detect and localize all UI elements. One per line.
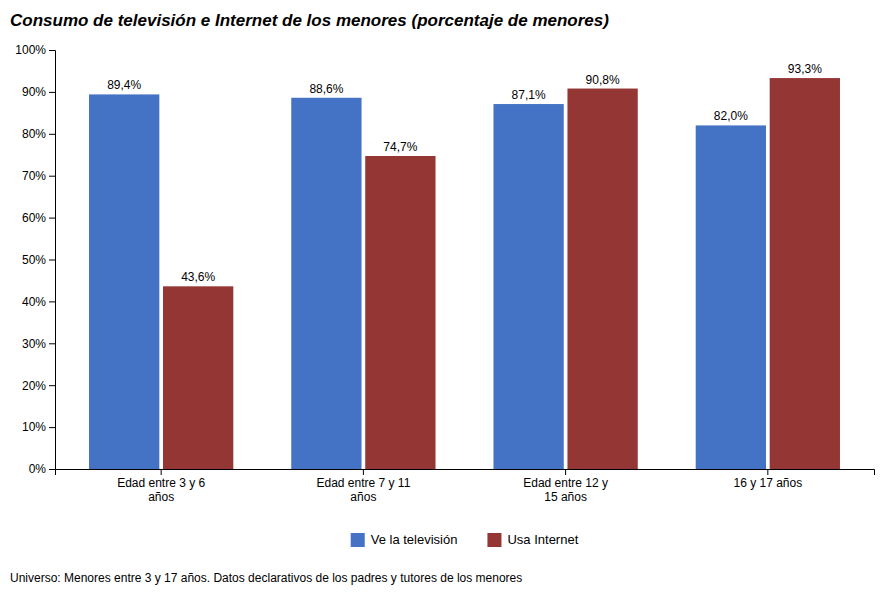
y-tick-label: 70% — [22, 169, 46, 183]
y-tick-mark — [49, 385, 55, 386]
x-tick-label-line: años — [148, 490, 174, 504]
bar — [291, 98, 361, 469]
y-tick-label: 50% — [22, 253, 46, 267]
bar — [696, 125, 766, 469]
x-tick-mark — [161, 469, 162, 475]
legend-label: Usa Internet — [507, 532, 578, 547]
data-label: 89,4% — [107, 78, 141, 92]
bar — [770, 78, 840, 469]
y-tick: 30% — [22, 337, 55, 351]
footer-note: Universo: Menores entre 3 y 17 años. Dat… — [10, 571, 522, 585]
bar — [163, 286, 233, 469]
y-tick: 40% — [22, 295, 55, 309]
x-tick: 16 y 17 años — [733, 469, 802, 490]
x-axis: Edad entre 3 y 6añosEdad entre 7 y 11año… — [56, 469, 875, 504]
data-label: 74,7% — [383, 140, 417, 154]
y-tick-mark — [49, 469, 55, 470]
y-tick-mark — [49, 176, 55, 177]
title: Consumo de televisión e Internet de los … — [10, 11, 609, 30]
y-tick: 0% — [29, 462, 55, 476]
x-tick-label-line: 15 años — [544, 490, 587, 504]
y-tick-mark — [49, 92, 55, 93]
bars — [89, 78, 840, 469]
legend-swatch — [487, 533, 501, 547]
x-tick-label: 16 y 17 años — [733, 476, 802, 490]
y-tick: 20% — [22, 379, 55, 393]
data-label: 87,1% — [512, 88, 546, 102]
y-tick: 90% — [22, 85, 55, 99]
y-tick-label: 100% — [15, 43, 46, 57]
y-tick: 60% — [22, 211, 55, 225]
y-tick-mark — [49, 343, 55, 344]
data-label: 93,3% — [788, 62, 822, 76]
y-tick-mark — [49, 301, 55, 302]
data-label: 43,6% — [181, 270, 215, 284]
y-tick-mark — [49, 50, 55, 51]
x-tick-label: Edad entre 7 y 11años — [316, 476, 410, 504]
bar — [567, 89, 637, 469]
bar — [365, 156, 435, 469]
y-tick-label: 20% — [22, 379, 46, 393]
data-label: 82,0% — [714, 109, 748, 123]
y-tick-mark — [49, 260, 55, 261]
y-tick: 100% — [15, 43, 55, 57]
y-tick-label: 10% — [22, 420, 46, 434]
y-tick-label: 30% — [22, 337, 46, 351]
y-tick: 80% — [22, 127, 55, 141]
y-axis-line — [49, 51, 56, 470]
x-tick-label-line: años — [350, 490, 376, 504]
data-label: 88,6% — [309, 82, 343, 96]
y-tick-label: 60% — [22, 211, 46, 225]
x-tick-label-line: 16 y 17 años — [733, 476, 802, 490]
x-tick: Edad entre 7 y 11años — [316, 469, 410, 504]
x-tick-label-line: Edad entre 12 y — [523, 476, 608, 490]
x-axis-line — [56, 470, 875, 476]
legend-item: Ve la televisión — [351, 532, 458, 547]
x-tick-label-line: Edad entre 3 y 6 — [117, 476, 205, 490]
y-tick-label: 90% — [22, 85, 46, 99]
data-labels: 89,4% 88,6% 87,1% 82,0% 43,6% 74,7% 90,8% 93,3% — [107, 62, 822, 284]
data-label: 90,8% — [586, 73, 620, 87]
legend-swatch — [351, 533, 365, 547]
y-tick: 50% — [22, 253, 55, 267]
x-tick-mark — [363, 469, 364, 475]
legend: Ve la televisión Usa Internet — [351, 532, 579, 547]
x-tick-mark — [565, 469, 566, 475]
y-tick-mark — [49, 427, 55, 428]
x-tick-label-line: Edad entre 7 y 11 — [316, 476, 410, 490]
x-tick-mark — [767, 469, 768, 475]
bar — [493, 104, 563, 469]
legend-item: Usa Internet — [487, 532, 578, 547]
y-tick-label: 0% — [29, 462, 47, 476]
y-tick: 10% — [22, 420, 55, 434]
x-tick-label: Edad entre 3 y 6años — [117, 476, 205, 504]
x-tick: Edad entre 3 y 6años — [117, 469, 205, 504]
bar — [89, 94, 159, 469]
chart: Consumo de televisión e Internet de los … — [0, 0, 894, 594]
x-tick-label: Edad entre 12 y15 años — [523, 476, 608, 504]
y-tick-mark — [49, 218, 55, 219]
legend-label: Ve la televisión — [371, 532, 458, 547]
y-axis: 0% 10% 20% 30% 40% 50% 60% 70% 80% 90% 100% — [15, 43, 55, 476]
y-tick-mark — [49, 134, 55, 135]
x-tick: Edad entre 12 y15 años — [523, 469, 608, 504]
y-tick-label: 40% — [22, 295, 46, 309]
y-tick-label: 80% — [22, 127, 46, 141]
y-tick: 70% — [22, 169, 55, 183]
plot: 0% 10% 20% 30% 40% 50% 60% 70% 80% 90% 100% Edad en… — [15, 43, 874, 504]
